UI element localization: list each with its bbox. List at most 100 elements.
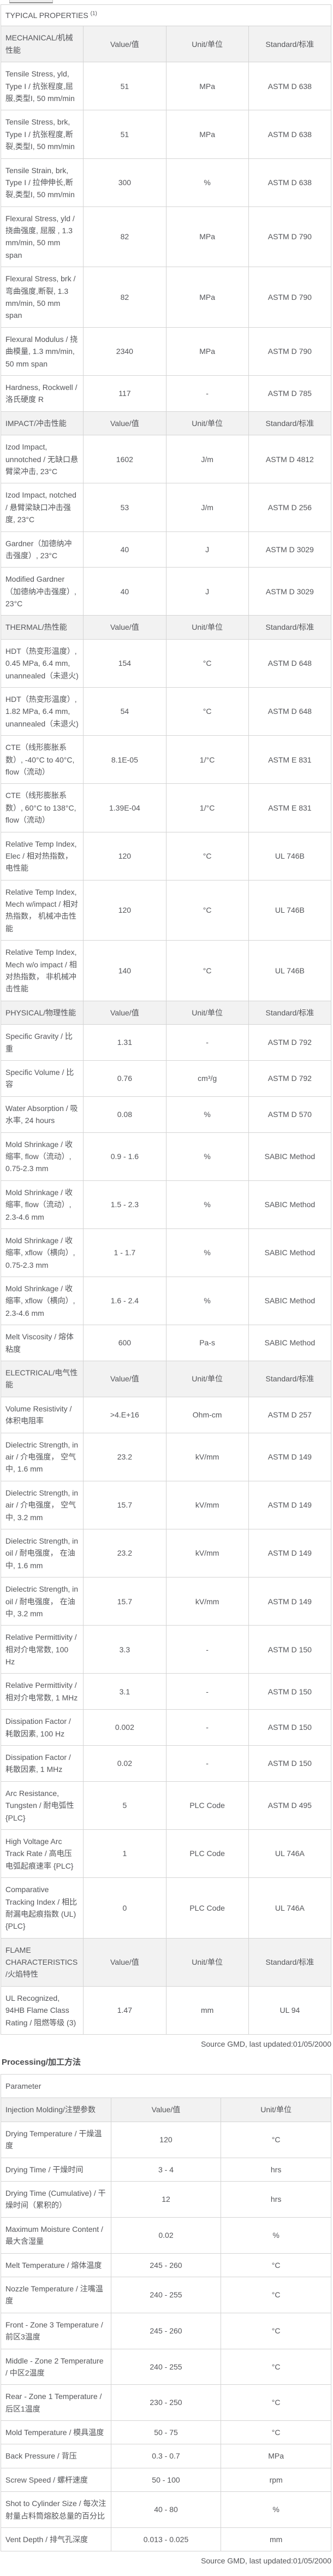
property-name: HDT（热变形温度）, 1.82 MPa, 6.4 mm, unannealed… <box>0 687 84 736</box>
property-value: 82 <box>83 206 166 268</box>
property-row: Relative Temp Index, Mech w/o impact / 相… <box>0 940 332 1001</box>
property-standard: SABIC Method <box>248 1132 332 1181</box>
property-value: 23.2 <box>83 1432 166 1481</box>
parameter-value: 3 - 4 <box>110 2157 222 2182</box>
property-name: HDT（热变形温度）, 0.45 MPa, 6.4 mm, unannealed… <box>0 639 84 688</box>
property-name: Mold Shrinkage / 收缩率, flow（流动）, 0.75-2.3… <box>0 1132 84 1181</box>
property-standard: ASTM D 150 <box>248 1625 332 1674</box>
property-name: Volume Resistivity / 体积电阻率 <box>0 1396 84 1433</box>
column-header-value: Value/值 <box>83 1937 166 1987</box>
property-row: HDT（热变形温度）, 0.45 MPa, 6.4 mm, unannealed… <box>0 639 332 688</box>
parameter-name: Screw Speed / 螺杆速度 <box>1 2467 111 2492</box>
property-row: Flexural Stress, brk / 弯曲强度,断裂, 1.3 mm/m… <box>0 267 332 328</box>
property-name: Relative Permittivity / 相对介电常数, 100 Hz <box>0 1625 84 1674</box>
property-standard: SABIC Method <box>248 1325 332 1362</box>
property-value: 1 <box>83 1829 166 1878</box>
property-row: High Voltage Arc Track Rate / 高电压电弧起痕速率 … <box>0 1829 332 1878</box>
property-name: Dissipation Factor / 耗散因素, 1 MHz <box>0 1745 84 1782</box>
property-unit: kV/mm <box>165 1480 249 1529</box>
property-name: Dielectric Strength, in oil / 耐电强度， 在油中,… <box>0 1577 84 1626</box>
property-value: 0.02 <box>83 1745 166 1782</box>
property-standard: ASTM D 785 <box>248 375 332 412</box>
partial-tab[interactable] <box>9 0 53 3</box>
property-name: Tensile Stress, brk, Type I / 抗张程度,断裂,类型… <box>0 110 84 159</box>
property-name: High Voltage Arc Track Rate / 高电压电弧起痕速率 … <box>0 1829 84 1878</box>
property-row: Dielectric Strength, in oil / 耐电强度， 在油中,… <box>0 1528 332 1578</box>
property-unit: - <box>165 1673 249 1710</box>
property-name: Flexural Stress, yld / 挠曲强度, 屈服 , 1.3 mm… <box>0 206 84 268</box>
column-header-standard: Standard/标准 <box>248 1000 332 1025</box>
property-unit: MPa <box>165 110 249 159</box>
property-unit: % <box>165 1096 249 1133</box>
parameter-value: 50 - 75 <box>110 2420 222 2445</box>
property-standard: ASTM E 831 <box>248 735 332 784</box>
parameter-value: 40 - 80 <box>110 2491 222 2528</box>
property-unit: °C <box>165 639 249 688</box>
column-header-unit: Unit/单位 <box>221 2098 331 2122</box>
property-name: Mold Shrinkage / 收缩率, xflow（横向）, 2.3-4.6… <box>0 1277 84 1326</box>
property-standard: UL 746B <box>248 879 332 941</box>
property-row: Relative Temp Index, Elec / 相对热指数， 电性能 12… <box>0 831 332 881</box>
parameter-unit: °C <box>221 2420 331 2445</box>
column-header-unit: Unit/单位 <box>165 411 249 436</box>
property-value: 53 <box>83 483 166 532</box>
parameter-row: Screw Speed / 螺杆速度 50 - 100 rpm <box>1 2467 331 2492</box>
property-unit: - <box>165 1625 249 1674</box>
property-row: Melt Viscosity / 熔体粘度 600 Pa-s SABIC Method <box>0 1325 332 1362</box>
parameter-row: Drying Time (Cumulative) / 干燥时间（累积的） 12 hr… <box>1 2181 331 2218</box>
property-row: Mold Shrinkage / 收缩率, flow（流动）, 0.75-2.3… <box>0 1132 332 1181</box>
parameter-row: Melt Temperature / 熔体温度 245 - 260 °C <box>1 2253 331 2277</box>
property-value: 0.002 <box>83 1709 166 1746</box>
column-header-standard: Standard/标准 <box>248 1361 332 1397</box>
property-standard: ASTM D 149 <box>248 1577 332 1626</box>
section-title: ELECTRICAL/电气性能 <box>0 1361 84 1397</box>
section-header-row: PHYSICAL/物理性能 Value/值 Unit/单位 Standard/标准 <box>0 1000 332 1025</box>
parameter-value: 230 - 250 <box>110 2384 222 2421</box>
parameter-value: 240 - 255 <box>110 2348 222 2385</box>
section-header-row: IMPACT/冲击性能 Value/值 Unit/单位 Standard/标准 <box>0 411 332 436</box>
parameter-name: Vent Depth / 排气孔深度 <box>1 2527 111 2552</box>
property-standard: SABIC Method <box>248 1277 332 1326</box>
property-row: Relative Temp Index, Mech w/impact / 相对热… <box>0 879 332 941</box>
property-value: 82 <box>83 267 166 328</box>
property-row: Volume Resistivity / 体积电阻率 >4.E+16 Ohm-cm A… <box>0 1396 332 1433</box>
property-unit: kV/mm <box>165 1577 249 1626</box>
processing-section-title: Processing/加工方法 <box>2 2058 81 2067</box>
parameter-unit: MPa <box>221 2444 331 2468</box>
property-unit: - <box>165 375 249 412</box>
property-value: 600 <box>83 1325 166 1362</box>
property-standard: UL 746B <box>248 940 332 1001</box>
property-standard: ASTM D 150 <box>248 1709 332 1746</box>
typical-properties-title-row: TYPICAL PROPERTIES (1) <box>1 4 331 27</box>
property-unit: J/m <box>165 435 249 484</box>
property-name: Flexural Modulus / 挠曲模量, 1.3 mm/min, 50 … <box>0 327 84 376</box>
property-standard: ASTM D 638 <box>248 62 332 111</box>
property-name: Relative Temp Index, Mech w/o impact / 相… <box>0 940 84 1001</box>
parameter-unit: °C <box>221 2348 331 2385</box>
parameter-unit: °C <box>221 2312 331 2349</box>
property-value: 140 <box>83 940 166 1001</box>
property-unit: Pa-s <box>165 1325 249 1362</box>
property-unit: Ohm-cm <box>165 1396 249 1433</box>
property-row: Mold Shrinkage / 收缩率, flow（流动）, 2.3-4.6 … <box>0 1180 332 1229</box>
property-value: 5 <box>83 1781 166 1830</box>
parameter-row: Nozzle Temperature / 注嘴温度 240 - 255 °C <box>1 2276 331 2313</box>
property-row: Relative Permittivity / 相对介电常数, 100 Hz 3.… <box>0 1625 332 1674</box>
property-standard: ASTM D 792 <box>248 1060 332 1097</box>
column-header-standard: Standard/标准 <box>248 615 332 640</box>
property-unit: °C <box>165 831 249 881</box>
property-unit: kV/mm <box>165 1528 249 1578</box>
property-standard: ASTM E 831 <box>248 783 332 832</box>
property-standard: ASTM D 3029 <box>248 531 332 568</box>
property-row: Izod Impact, unnotched / 无缺口悬臂梁冲击, 23°C 1… <box>0 435 332 484</box>
property-unit: MPa <box>165 267 249 328</box>
property-standard: ASTM D 150 <box>248 1745 332 1782</box>
property-value: 54 <box>83 687 166 736</box>
property-name: Mold Shrinkage / 收缩率, xflow（横向）, 0.75-2.… <box>0 1228 84 1278</box>
property-value: 51 <box>83 62 166 111</box>
property-unit: % <box>165 1180 249 1229</box>
property-value: 23.2 <box>83 1528 166 1578</box>
property-unit: °C <box>165 687 249 736</box>
column-header-standard: Standard/标准 <box>248 26 332 63</box>
